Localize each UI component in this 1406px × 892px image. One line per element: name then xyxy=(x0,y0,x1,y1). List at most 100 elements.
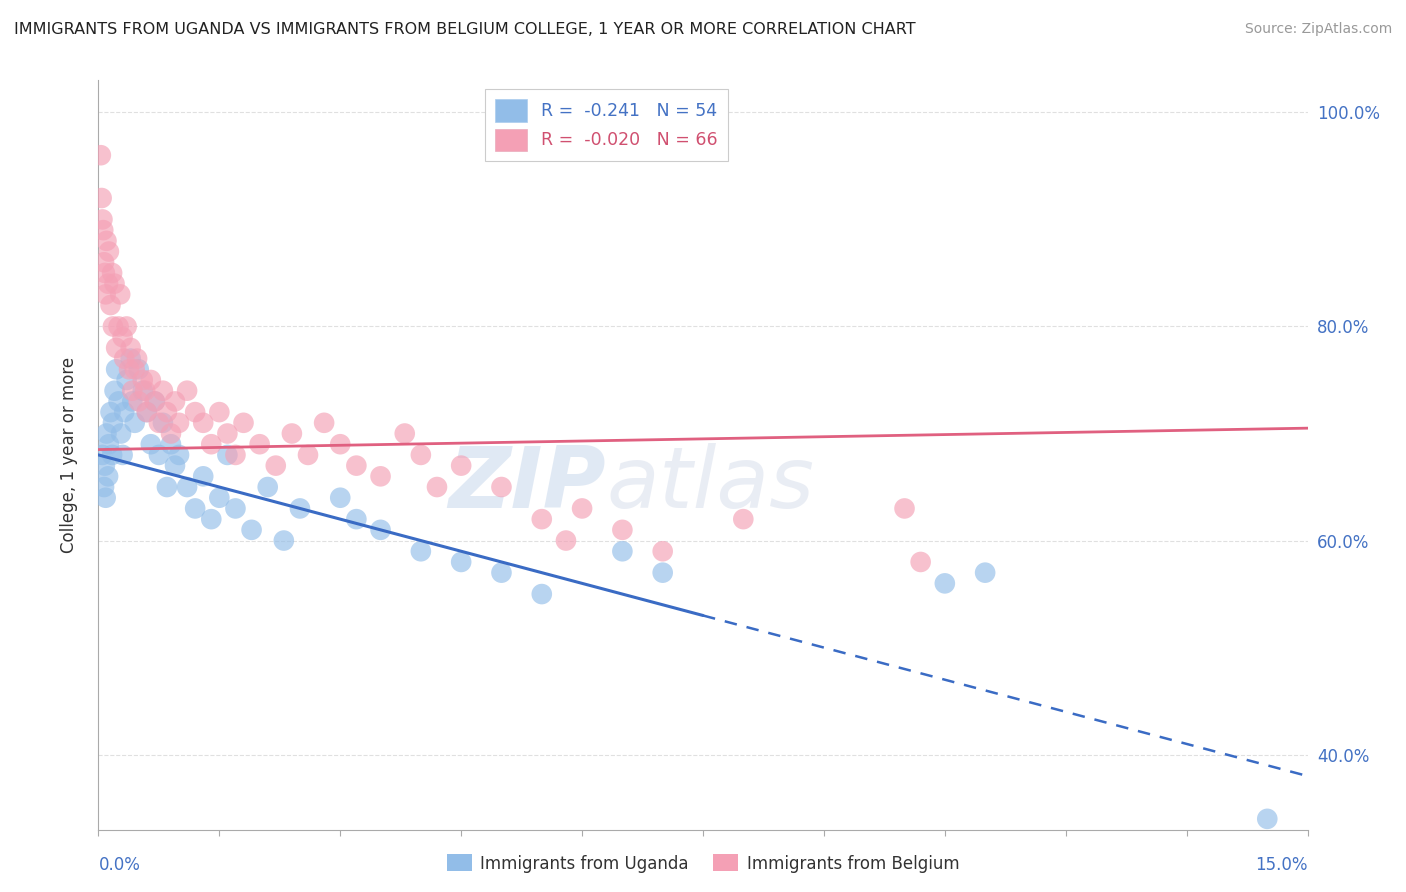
Point xyxy=(97,244,120,259)
Point xyxy=(97,437,120,451)
Point xyxy=(1256,812,1278,826)
Point xyxy=(217,448,239,462)
Point xyxy=(91,223,114,237)
Point xyxy=(394,426,416,441)
Point xyxy=(184,405,207,419)
Point xyxy=(90,191,112,205)
Text: atlas: atlas xyxy=(606,443,814,526)
Point xyxy=(314,416,336,430)
Point xyxy=(94,287,117,301)
Point xyxy=(733,512,755,526)
Point xyxy=(96,426,118,441)
Point xyxy=(934,576,956,591)
Point xyxy=(240,523,263,537)
Point xyxy=(110,426,132,441)
Point xyxy=(273,533,295,548)
Point xyxy=(103,277,125,291)
Point xyxy=(135,405,157,419)
Point xyxy=(101,319,124,334)
Point xyxy=(134,384,156,398)
Point xyxy=(651,566,673,580)
Point xyxy=(152,416,174,430)
Point xyxy=(91,212,114,227)
Point xyxy=(409,544,432,558)
Point xyxy=(450,458,472,473)
Point xyxy=(93,480,115,494)
Point xyxy=(974,566,997,580)
Point xyxy=(115,319,138,334)
Point xyxy=(208,405,231,419)
Point xyxy=(101,448,124,462)
Point xyxy=(491,480,513,494)
Point xyxy=(160,426,183,441)
Legend: R =  -0.241   N = 54, R =  -0.020   N = 66: R = -0.241 N = 54, R = -0.020 N = 66 xyxy=(485,89,727,161)
Point xyxy=(100,298,122,312)
Point xyxy=(135,405,157,419)
Point xyxy=(124,416,146,430)
Point xyxy=(90,148,112,162)
Point xyxy=(370,469,392,483)
Legend: Immigrants from Uganda, Immigrants from Belgium: Immigrants from Uganda, Immigrants from … xyxy=(440,847,966,880)
Point xyxy=(118,362,141,376)
Point xyxy=(101,266,124,280)
Point xyxy=(148,448,170,462)
Point xyxy=(200,512,222,526)
Point xyxy=(426,480,449,494)
Point xyxy=(143,394,166,409)
Point xyxy=(167,416,190,430)
Point xyxy=(93,255,115,269)
Point xyxy=(132,373,155,387)
Point xyxy=(94,266,117,280)
Point xyxy=(112,405,135,419)
Text: 15.0%: 15.0% xyxy=(1256,856,1308,874)
Point xyxy=(571,501,593,516)
Point xyxy=(200,437,222,451)
Point xyxy=(329,491,352,505)
Text: Source: ZipAtlas.com: Source: ZipAtlas.com xyxy=(1244,22,1392,37)
Point xyxy=(127,351,149,366)
Point xyxy=(132,384,155,398)
Point xyxy=(112,351,135,366)
Y-axis label: College, 1 year or more: College, 1 year or more xyxy=(59,357,77,553)
Text: 0.0%: 0.0% xyxy=(98,856,141,874)
Point xyxy=(193,469,215,483)
Point xyxy=(101,416,124,430)
Point xyxy=(156,480,179,494)
Point xyxy=(97,277,120,291)
Point xyxy=(163,394,186,409)
Point xyxy=(491,566,513,580)
Point xyxy=(108,287,131,301)
Point xyxy=(329,437,352,451)
Point xyxy=(264,458,287,473)
Point xyxy=(167,448,190,462)
Point xyxy=(450,555,472,569)
Point xyxy=(111,448,134,462)
Point xyxy=(208,491,231,505)
Point xyxy=(612,544,634,558)
Point xyxy=(111,330,134,344)
Point xyxy=(530,512,553,526)
Point xyxy=(100,405,122,419)
Point xyxy=(281,426,304,441)
Point xyxy=(97,469,120,483)
Point xyxy=(651,544,673,558)
Point xyxy=(184,501,207,516)
Point xyxy=(94,491,117,505)
Point xyxy=(120,341,142,355)
Point xyxy=(910,555,932,569)
Point xyxy=(232,416,254,430)
Point xyxy=(139,437,162,451)
Point xyxy=(120,351,142,366)
Point xyxy=(224,501,246,516)
Point xyxy=(176,480,198,494)
Point xyxy=(256,480,278,494)
Point xyxy=(249,437,271,451)
Point xyxy=(217,426,239,441)
Point xyxy=(224,448,246,462)
Text: ZIP: ZIP xyxy=(449,443,606,526)
Point xyxy=(370,523,392,537)
Point xyxy=(156,405,179,419)
Point xyxy=(103,384,125,398)
Point xyxy=(160,437,183,451)
Point xyxy=(143,394,166,409)
